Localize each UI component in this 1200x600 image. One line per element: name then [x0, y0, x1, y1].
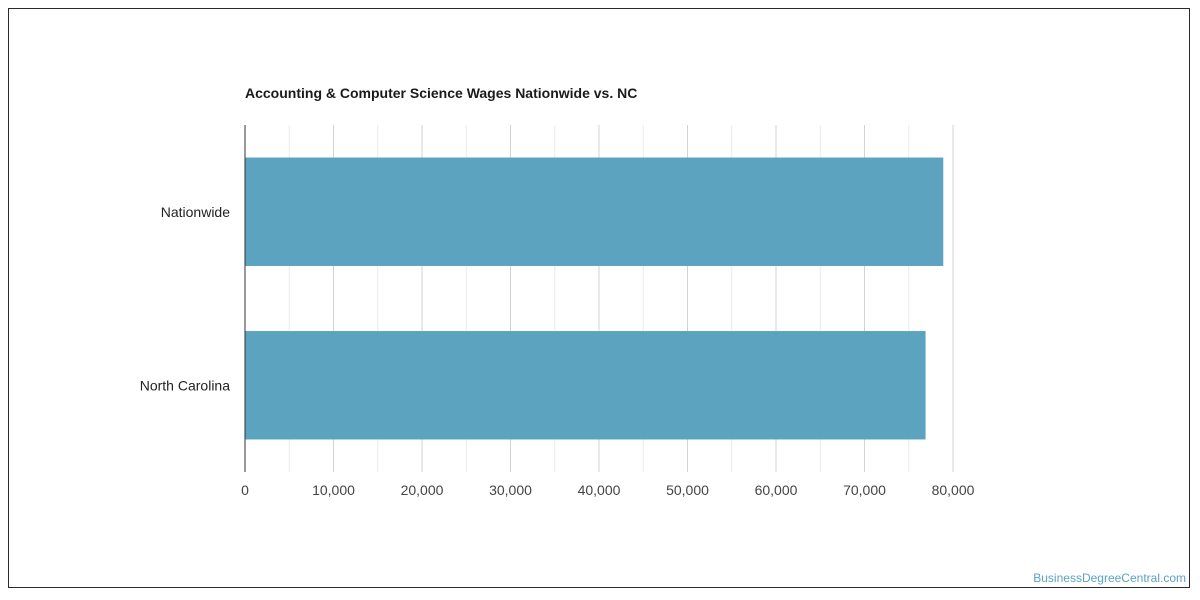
y-category-label: North Carolina [140, 377, 230, 393]
chart-title: Accounting & Computer Science Wages Nati… [245, 85, 638, 101]
x-tick-label: 10,000 [312, 482, 355, 498]
watermark: BusinessDegreeCentral.com [1033, 571, 1186, 585]
y-category-label: Nationwide [161, 204, 230, 220]
x-tick-label: 60,000 [755, 482, 798, 498]
bars [245, 157, 944, 440]
bar [245, 331, 926, 440]
x-tick-label: 20,000 [401, 482, 444, 498]
x-tick-label: 0 [241, 482, 249, 498]
bar [245, 157, 944, 266]
x-tick-label: 50,000 [666, 482, 709, 498]
x-tick-label: 30,000 [489, 482, 532, 498]
x-tick-label: 70,000 [843, 482, 886, 498]
x-tick-label: 40,000 [578, 482, 621, 498]
x-tick-label: 80,000 [932, 482, 975, 498]
labels: 0 10,000 20,000 30,000 40,000 50,000 60,000 70,… [140, 204, 975, 498]
